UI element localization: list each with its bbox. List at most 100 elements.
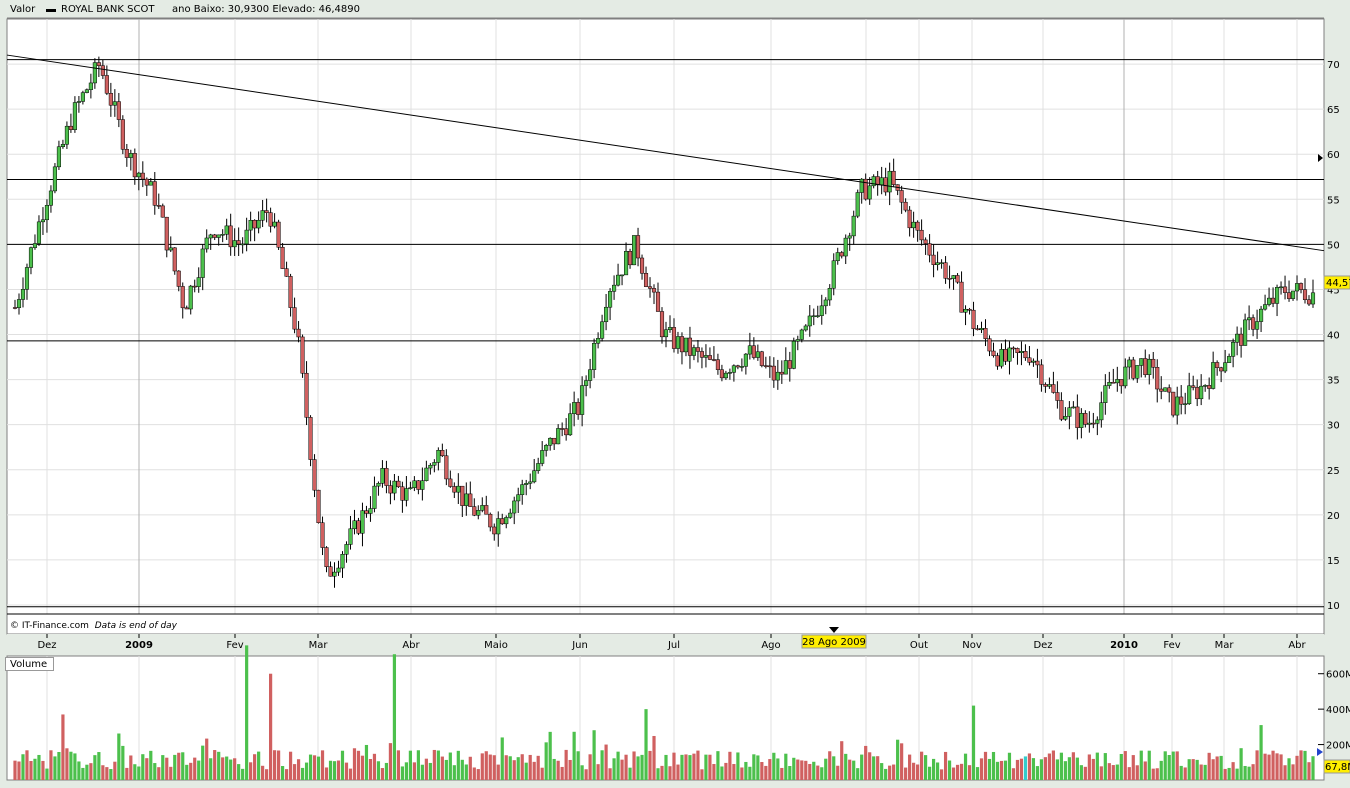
candle-body <box>1103 385 1108 403</box>
candle-body <box>939 262 944 264</box>
candle-body <box>412 480 417 488</box>
candle-body <box>971 309 976 330</box>
volume-bar <box>748 766 752 780</box>
candle-body <box>999 349 1004 367</box>
candle-body <box>783 360 788 375</box>
volume-bar <box>153 763 157 780</box>
volume-bar <box>460 759 464 780</box>
price-tag-label: 44,57 <box>1326 278 1350 289</box>
candle-body <box>112 101 117 106</box>
candle-body <box>356 520 361 534</box>
y-tick-label: 60 <box>1327 150 1340 161</box>
volume-bar <box>732 764 736 780</box>
volume-bar <box>253 754 257 780</box>
volume-bar <box>947 760 952 780</box>
candlestick-series <box>12 56 1316 588</box>
candle-body <box>60 143 65 147</box>
volume-bar <box>1303 750 1307 780</box>
volume-bar <box>1307 762 1311 780</box>
volume-bar <box>420 764 424 780</box>
volume-bar <box>564 749 568 780</box>
candle-body <box>184 307 189 310</box>
volume-bar <box>504 755 508 780</box>
volume-bar <box>288 751 293 780</box>
candle-body <box>1263 304 1268 310</box>
volume-bar <box>824 758 828 780</box>
candle-body <box>84 89 89 93</box>
candle-body <box>172 247 177 272</box>
candle-body <box>276 221 281 248</box>
candle-body <box>859 178 864 193</box>
volume-bar <box>53 756 57 780</box>
candle-body <box>124 149 129 158</box>
volume-bar <box>440 756 444 780</box>
volume-bar <box>640 754 644 780</box>
volume-bar <box>456 750 460 780</box>
candle-body <box>631 235 637 266</box>
volume-bar <box>1183 767 1187 780</box>
candle-body <box>40 219 46 223</box>
candle-body <box>1183 403 1188 406</box>
volume-bar <box>951 767 956 780</box>
candle-body <box>943 262 948 279</box>
candle-body <box>156 205 161 207</box>
volume-bar <box>636 756 640 780</box>
candle-body <box>364 510 369 514</box>
candle-body <box>907 209 912 229</box>
x-axis-strip <box>7 634 1324 654</box>
volume-bar <box>540 767 544 780</box>
volume-bar <box>408 750 412 780</box>
volume-bar <box>668 766 672 780</box>
candle-body <box>671 327 677 349</box>
candle-body <box>240 243 245 246</box>
volume-bar <box>1111 765 1115 780</box>
candle-body <box>903 201 908 211</box>
volume-bar <box>1215 756 1219 780</box>
volume-bar <box>177 752 181 780</box>
volume-bar <box>13 760 17 780</box>
candle-body <box>424 467 429 481</box>
candle-body <box>220 234 225 236</box>
volume-bar <box>1219 755 1223 780</box>
candle-body <box>320 522 325 548</box>
volume-bar <box>292 764 297 780</box>
volume-bar <box>995 761 1000 780</box>
volume-tag-box <box>1323 759 1350 774</box>
volume-bar <box>412 762 416 780</box>
volume-title: Volume <box>5 657 54 671</box>
y-tick-label: 45 <box>1327 285 1340 296</box>
volume-bar <box>269 673 273 780</box>
volume-bar <box>1243 765 1247 780</box>
candle-body <box>420 480 425 490</box>
volume-bar <box>1071 752 1075 780</box>
volume-bar <box>1079 765 1083 780</box>
year-range-text: ano Baixo: 30,9300 Elevado: 46,4890 <box>172 4 360 15</box>
candle-body <box>1259 308 1264 322</box>
candle-body <box>204 237 209 250</box>
volume-bar <box>696 750 700 780</box>
volume-bar <box>656 768 660 780</box>
y-tick-label: 70 <box>1327 60 1340 71</box>
candle-body <box>340 553 345 569</box>
candle-body <box>1139 358 1144 366</box>
volume-tick-label: 400M <box>1326 705 1350 716</box>
candle-body <box>192 285 197 288</box>
candle-body <box>560 428 565 430</box>
candle-body <box>544 445 549 451</box>
volume-bar <box>1203 764 1207 780</box>
candle-body <box>600 321 605 339</box>
volume-bar <box>1087 754 1091 780</box>
volume-bar <box>1099 766 1103 780</box>
volume-bar <box>1123 751 1127 780</box>
volume-bar <box>392 654 397 780</box>
candle-body <box>56 146 61 168</box>
volume-bar <box>1043 757 1048 780</box>
candle-body <box>396 480 401 488</box>
volume-bar <box>1287 758 1291 780</box>
candle-body <box>388 485 393 494</box>
volume-bar <box>1143 761 1147 780</box>
candle-body <box>280 247 285 269</box>
volume-bar <box>576 751 580 780</box>
candle-body <box>1251 317 1256 330</box>
candle-body <box>1115 379 1120 384</box>
